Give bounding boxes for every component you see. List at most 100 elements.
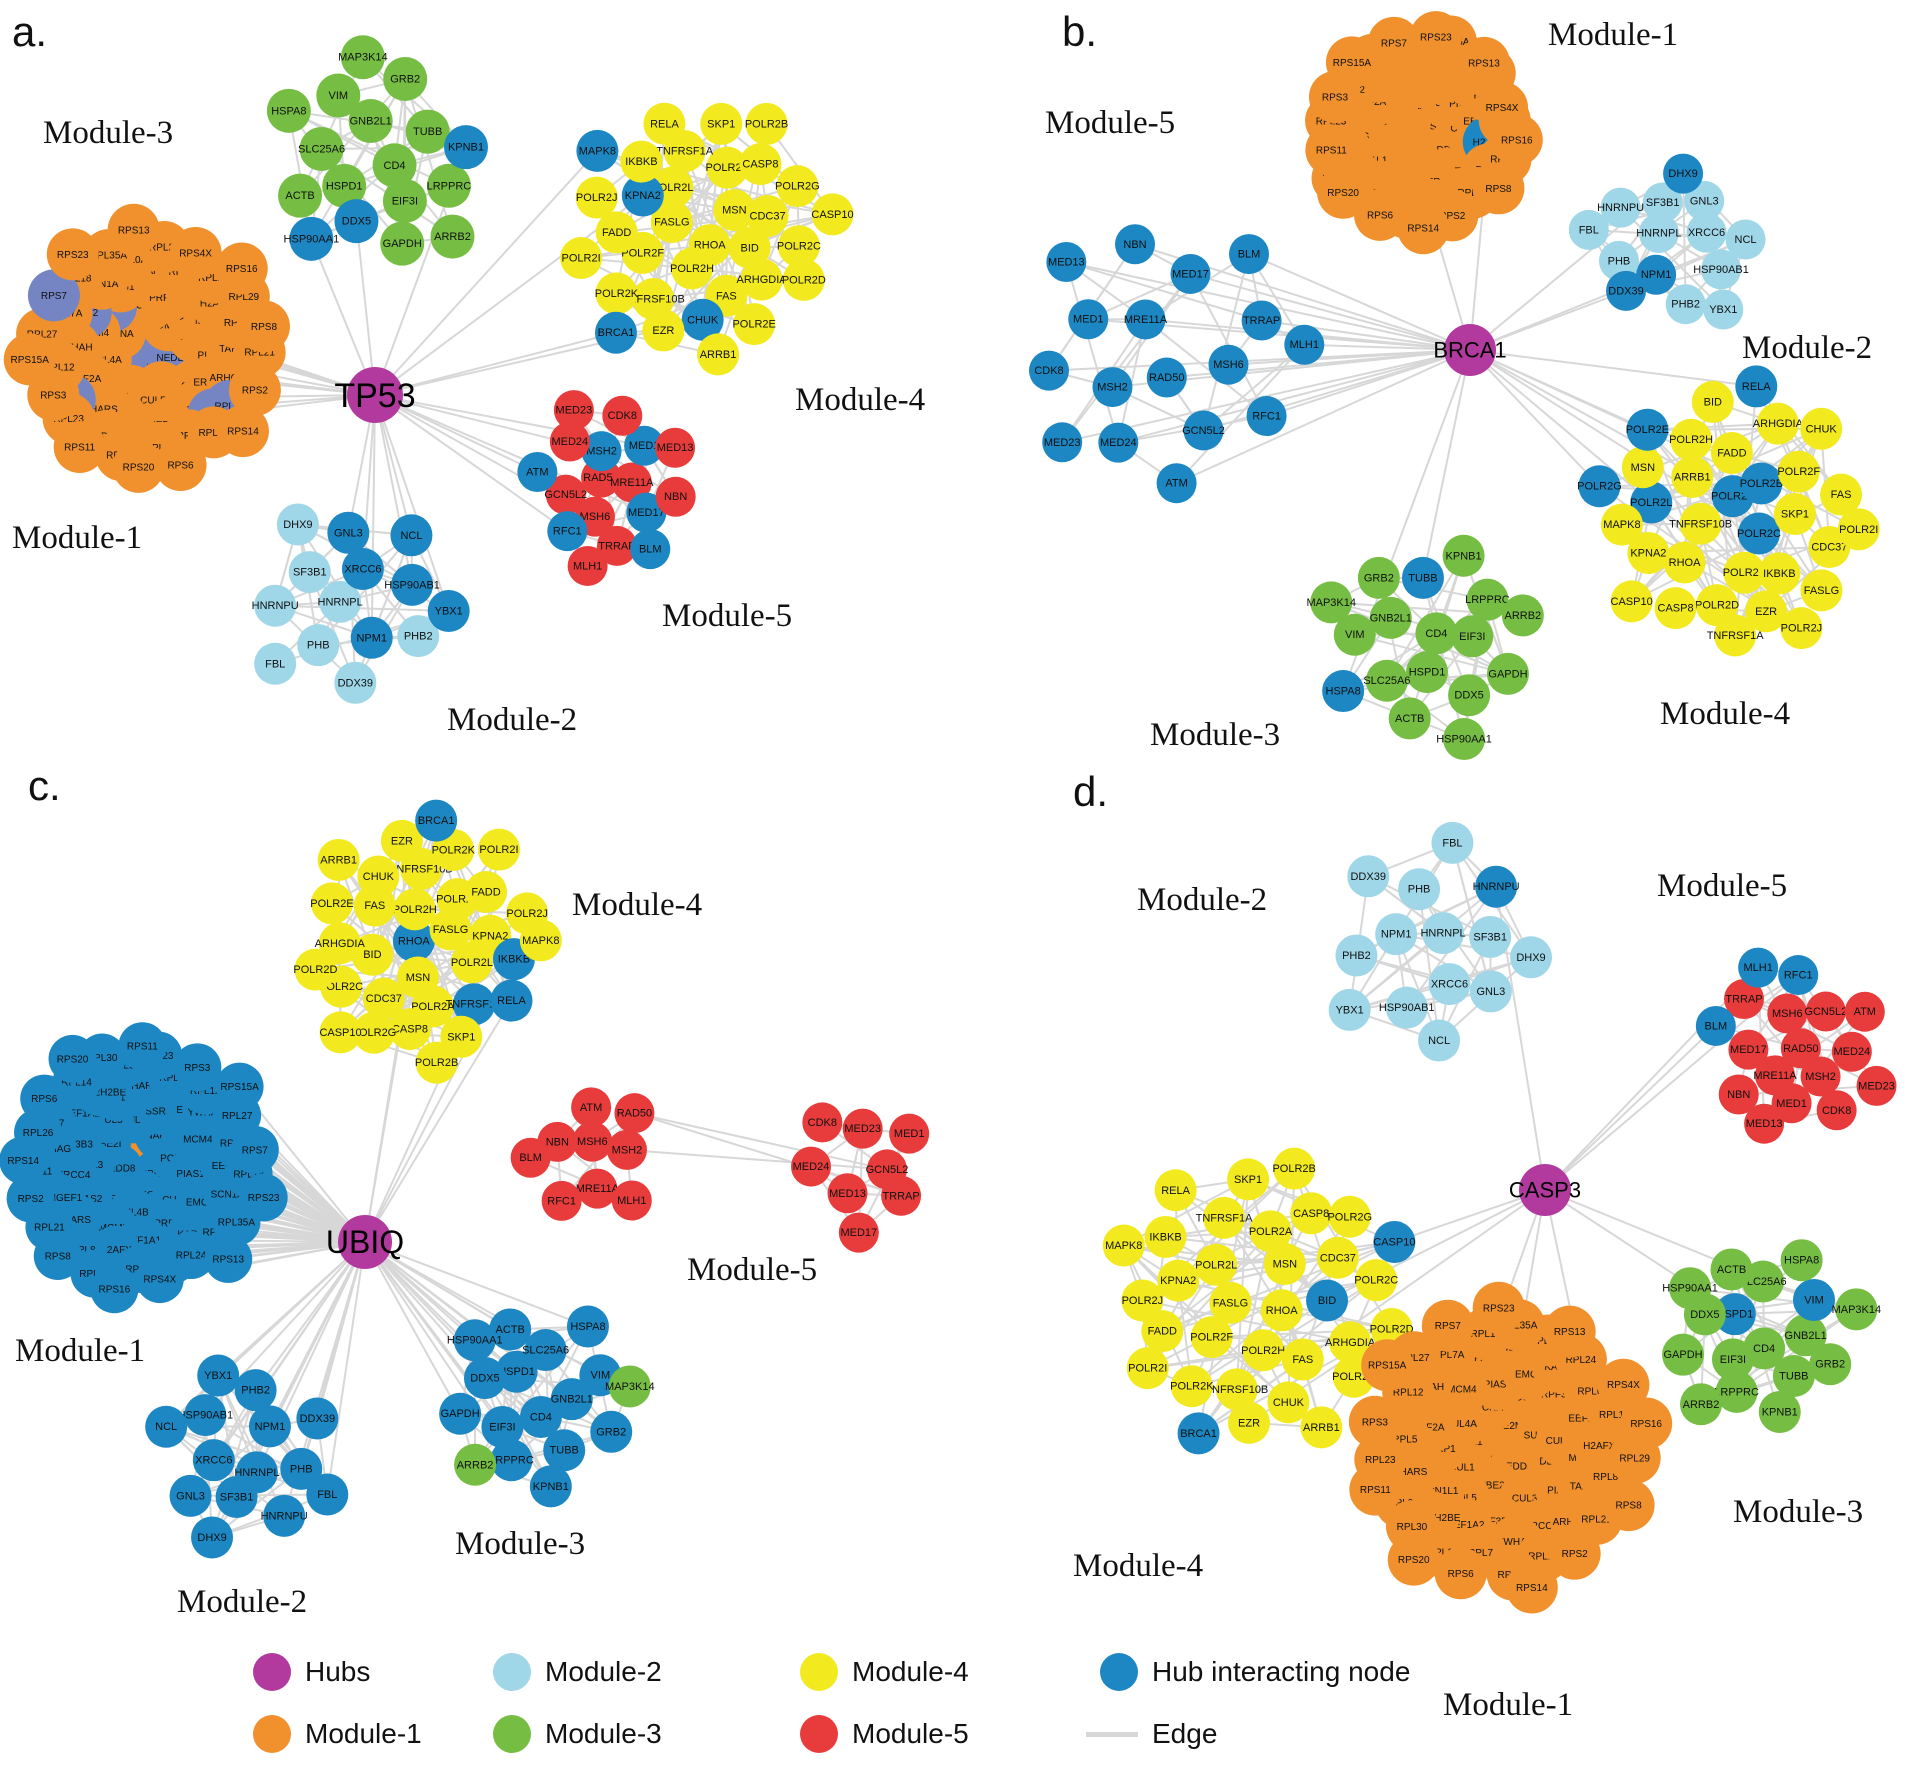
node-RPS11 [1349, 1463, 1402, 1516]
node-MED1 [1771, 1083, 1812, 1124]
node-MED17 [1728, 1029, 1769, 1070]
panel-letter-a: a. [12, 8, 48, 55]
node-MSN [1263, 1242, 1306, 1285]
node-RPS15A [215, 1062, 264, 1111]
module-label-Module-5: Module-5 [1657, 868, 1787, 904]
node-RPS23 [1409, 11, 1462, 64]
node-HNRNPL [1422, 912, 1465, 955]
node-GRB2 [1809, 1343, 1852, 1386]
node-KPNB1 [529, 1465, 572, 1508]
node-RPS8 [1472, 162, 1525, 215]
node-MSN [1621, 446, 1664, 489]
node-FADD [465, 871, 508, 914]
node-RPS6 [20, 1074, 69, 1123]
node-CASP10 [1610, 580, 1653, 623]
node-GNL3 [327, 511, 370, 554]
node-EIF3I [1711, 1338, 1754, 1381]
node-ACTB [278, 173, 323, 218]
node-NPM1 [248, 1405, 291, 1448]
module-label-Module-3: Module-3 [43, 115, 173, 151]
node-EZR [1228, 1401, 1271, 1444]
node-SLC25A6 [299, 126, 344, 171]
node-GCN5L2 [1805, 991, 1846, 1032]
hub-node-BRCA1 [1444, 324, 1496, 376]
node-RPS13 [1457, 36, 1510, 89]
node-ARRB2 [454, 1443, 497, 1486]
node-MAP3K14 [1835, 1288, 1878, 1331]
node-RPS8 [237, 300, 290, 353]
node-RFC1 [1778, 955, 1819, 996]
node-RPS16 [215, 242, 268, 295]
node-EZR [1745, 590, 1788, 633]
node-HSP90AB1 [1701, 249, 1742, 290]
node-BLM [1695, 1005, 1736, 1046]
node-MAPK8 [1102, 1224, 1145, 1267]
node-LRPPRC [1466, 578, 1509, 621]
node-CHUK [681, 298, 724, 341]
node-CASP10 [1373, 1220, 1416, 1263]
node-RPS7 [27, 269, 80, 322]
node-FAS [1281, 1338, 1324, 1381]
node-RPS15A [1325, 36, 1378, 89]
node-MRE11A [611, 462, 652, 503]
node-POLR2H [1242, 1329, 1285, 1372]
node-XRCC6 [192, 1439, 235, 1482]
node-LRPPRC [490, 1439, 533, 1482]
node-MSH2 [1092, 367, 1133, 408]
node-ATM [1156, 463, 1197, 504]
node-HSPD1 [1713, 1293, 1756, 1336]
panel-letter-c: c. [28, 762, 61, 809]
node-RPS16 [90, 1265, 139, 1314]
node-POLR2G [776, 165, 819, 208]
node-GNB2L1 [1784, 1314, 1827, 1357]
node-NCL [390, 514, 433, 557]
node-GNL3 [1684, 180, 1725, 221]
node-FADD [1141, 1310, 1184, 1353]
node-POLR2H [1670, 418, 1713, 461]
node-POLR2E [1626, 408, 1669, 451]
node-POLR2A [1249, 1210, 1292, 1253]
node-POLR2F [1777, 450, 1820, 493]
node-PHB [297, 624, 340, 667]
panel-letter-d: d. [1073, 768, 1109, 815]
node-POLR2E [733, 303, 776, 346]
node-SF3B1 [1642, 182, 1683, 223]
node-ARRB1 [1300, 1406, 1343, 1449]
node-MLH1 [611, 1180, 652, 1221]
node-RPS14 [1397, 202, 1450, 255]
node-RPS13 [107, 203, 160, 256]
node-XRCC6 [341, 547, 384, 590]
node-POLR2D [1696, 584, 1739, 627]
node-RPS2 [228, 363, 281, 416]
node-POLR2G [352, 1011, 395, 1054]
node-RHOA [1260, 1289, 1303, 1332]
node-NPM1 [1636, 254, 1677, 295]
node-ARRB2 [1501, 594, 1544, 637]
node-TNFRSF1A [453, 983, 496, 1026]
node-MAPK8 [519, 919, 562, 962]
node-FBL [1568, 209, 1609, 250]
node-NCL [1418, 1019, 1461, 1062]
node-MED13 [655, 427, 696, 468]
node-POLR2J [575, 176, 618, 219]
node-CASP10 [811, 193, 854, 236]
module-label-Module-1: Module-1 [15, 1333, 145, 1369]
node-TUBB [1401, 556, 1444, 599]
module-label-Module-2: Module-2 [1742, 330, 1872, 366]
node-CHUK [1800, 407, 1843, 450]
node-CD4 [519, 1395, 562, 1438]
node-POLR2G [1328, 1195, 1371, 1238]
node-MLH1 [1284, 324, 1325, 365]
node-BRCA1 [1177, 1412, 1220, 1455]
node-ACTB [489, 1308, 532, 1351]
node-MED24 [790, 1146, 831, 1187]
node-CASP8 [1290, 1192, 1333, 1235]
node-POLR2B [415, 1041, 458, 1084]
node-MRE11A [577, 1168, 618, 1209]
node-RPS13 [1543, 1305, 1596, 1358]
node-MED24 [1098, 422, 1139, 463]
node-POLR2D [782, 258, 825, 301]
